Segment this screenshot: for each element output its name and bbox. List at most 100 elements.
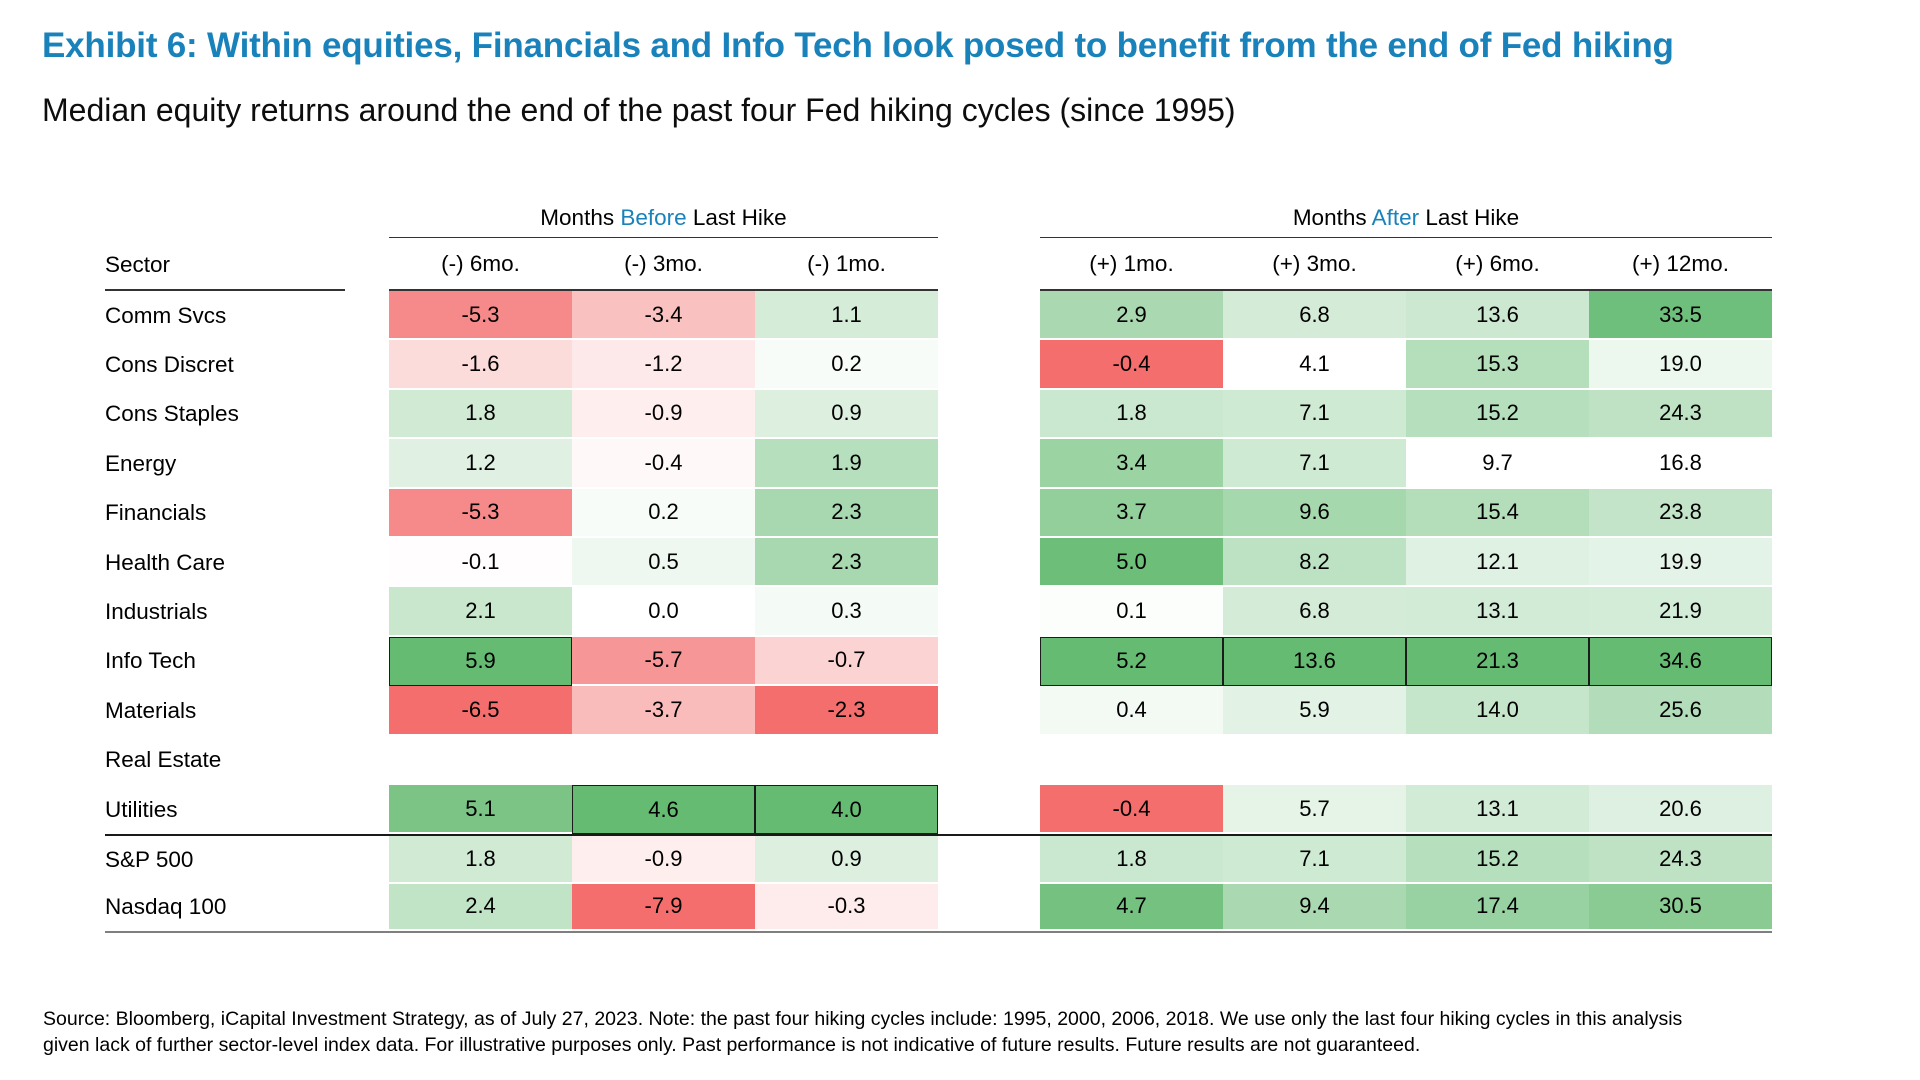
heatmap-cell: -0.3 — [755, 883, 938, 932]
heatmap-cell: -1.2 — [572, 340, 755, 390]
group-header-text: Last Hike — [1419, 205, 1520, 230]
heatmap-cell: 3.7 — [1040, 488, 1223, 538]
sector-label: Comm Svcs — [105, 302, 227, 328]
heatmap-cell: 17.4 — [1406, 883, 1589, 932]
table-row: Info Tech 5.9 -5.7 -0.7 5.2 13.6 21.3 34.6 — [105, 636, 1772, 687]
sector-underline — [105, 289, 345, 291]
heatmap-cell: 5.9 — [1223, 686, 1406, 736]
heatmap-cell: 5.7 — [1223, 784, 1406, 835]
table-row: Comm Svcs -5.3 -3.4 1.1 2.9 6.8 13.6 33.5 — [105, 291, 1772, 341]
table-row: Energy 1.2 -0.4 1.9 3.4 7.1 9.7 16.8 — [105, 439, 1772, 489]
group-header-text: Months — [540, 205, 621, 230]
heatmap-cell: -0.7 — [755, 636, 938, 687]
heatmap-cell: 1.9 — [755, 439, 938, 489]
spacer — [938, 538, 1040, 587]
heatmap-cell: 34.6 — [1589, 636, 1772, 687]
heatmap-cell: 23.8 — [1589, 488, 1772, 538]
heatmap-cell: 14.0 — [1406, 686, 1589, 736]
heatmap-cell: 0.1 — [1040, 587, 1223, 637]
heatmap-cell: 2.4 — [389, 883, 572, 932]
heatmap-cell: 0.2 — [572, 488, 755, 538]
column-header: (+) 6mo. — [1406, 238, 1589, 291]
sector-label: Health Care — [105, 549, 226, 575]
heatmap-cell: 30.5 — [1589, 883, 1772, 932]
heatmap-cell: 6.8 — [1223, 291, 1406, 341]
heatmap-cell: 0.4 — [1040, 686, 1223, 736]
column-header: (+) 1mo. — [1040, 238, 1223, 291]
heatmap-cell: 5.9 — [389, 636, 572, 687]
table-row: Industrials 2.1 0.0 0.3 0.1 6.8 13.1 21.9 — [105, 587, 1772, 637]
heatmap-cell: 1.8 — [389, 836, 572, 884]
table-row: Real Estate — [105, 736, 1772, 785]
heatmap-cell: 20.6 — [1589, 784, 1772, 835]
heatmap-cell: -3.4 — [572, 291, 755, 341]
sector-label: Cons Staples — [105, 401, 239, 427]
sector-column-header: Sector — [105, 238, 389, 291]
spacer — [938, 836, 1040, 883]
source-note-line: given lack of further sector-level index… — [43, 1034, 1421, 1056]
spacer — [938, 238, 1040, 291]
heatmap-cell: 21.3 — [1406, 636, 1589, 687]
spacer — [938, 291, 1040, 340]
spacer — [938, 736, 1040, 785]
heatmap-cell: 33.5 — [1589, 291, 1772, 341]
group-header-row: Months Before Last Hike Months After Las… — [105, 200, 1772, 238]
heatmap-cell: -3.7 — [572, 686, 755, 736]
heatmap-cell: 4.7 — [1040, 883, 1223, 932]
heatmap-cell: 4.6 — [572, 784, 755, 835]
source-note: Source: Bloomberg, iCapital Investment S… — [43, 1006, 1903, 1058]
column-header-row: Sector (-) 6mo. (-) 3mo. (-) 1mo. (+) 1m… — [105, 238, 1772, 291]
spacer — [938, 587, 1040, 636]
heatmap-cell — [1040, 736, 1223, 785]
heatmap-cell: 13.1 — [1406, 784, 1589, 835]
table-row: Cons Staples 1.8 -0.9 0.9 1.8 7.1 15.2 24.3 — [105, 389, 1772, 440]
heatmap-cell: 9.7 — [1406, 439, 1589, 489]
heatmap-cell — [389, 736, 572, 785]
spacer — [938, 686, 1040, 735]
heatmap-cell: 5.1 — [389, 784, 572, 835]
heatmap-cell: 0.5 — [572, 537, 755, 588]
heatmap-cell: 12.1 — [1406, 537, 1589, 588]
spacer — [938, 884, 1040, 931]
group-header-text: Last Hike — [686, 205, 787, 230]
heatmap-cell: 1.1 — [755, 291, 938, 341]
heatmap-cell: 0.3 — [755, 587, 938, 637]
column-header: (+) 3mo. — [1223, 238, 1406, 291]
heatmap-cell: 21.9 — [1589, 587, 1772, 637]
table-row: Financials -5.3 0.2 2.3 3.7 9.6 15.4 23.8 — [105, 488, 1772, 538]
heatmap-cell: 5.2 — [1040, 636, 1223, 687]
sector-label: Real Estate — [105, 747, 222, 773]
heatmap-cell: -5.7 — [572, 636, 755, 687]
sector-header-label: Sector — [105, 251, 171, 277]
column-header: (-) 6mo. — [389, 238, 572, 291]
heatmap-cell: 4.1 — [1223, 340, 1406, 390]
heatmap-cell: 0.9 — [755, 389, 938, 440]
heatmap-cell: 25.6 — [1589, 686, 1772, 736]
heatmap-cell: 9.6 — [1223, 488, 1406, 538]
sector-label: Industrials — [105, 599, 208, 625]
heatmap-cell: 7.1 — [1223, 389, 1406, 440]
heatmap-cell: -0.1 — [389, 537, 572, 588]
exhibit-subtitle: Median equity returns around the end of … — [42, 92, 1236, 128]
heatmap-cell: 3.4 — [1040, 439, 1223, 489]
heatmap-cell: 5.0 — [1040, 537, 1223, 588]
table-row: Nasdaq 100 2.4 -7.9 -0.3 4.7 9.4 17.4 30.5 — [105, 883, 1772, 934]
sector-label: S&P 500 — [105, 846, 194, 872]
heatmap-cell — [572, 736, 755, 785]
heatmap-cell — [1223, 736, 1406, 785]
heatmap-cell: 24.3 — [1589, 836, 1772, 884]
heatmap-cell: 19.9 — [1589, 537, 1772, 588]
heatmap-cell: 1.8 — [389, 389, 572, 440]
heatmap-cell: 0.9 — [755, 836, 938, 884]
heatmap-cell: 19.0 — [1589, 340, 1772, 390]
exhibit-title: Exhibit 6: Within equities, Financials a… — [42, 26, 1674, 65]
group-header-accent: After — [1371, 205, 1420, 230]
column-header: (+) 12mo. — [1589, 238, 1772, 291]
heatmap-cell: 1.8 — [1040, 389, 1223, 440]
heatmap-cell: 7.1 — [1223, 836, 1406, 884]
sector-label: Energy — [105, 450, 177, 476]
table-row: Health Care -0.1 0.5 2.3 5.0 8.2 12.1 19.9 — [105, 537, 1772, 588]
spacer — [938, 785, 1040, 834]
after-group-header: Months After Last Hike — [1040, 205, 1772, 238]
